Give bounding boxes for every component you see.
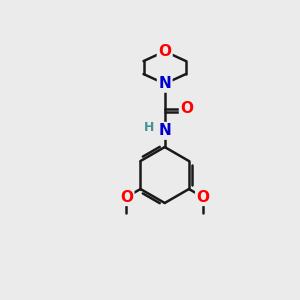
Text: H: H <box>144 122 154 134</box>
Text: O: O <box>196 190 209 205</box>
Text: O: O <box>158 44 171 59</box>
Text: O: O <box>180 101 193 116</box>
Text: O: O <box>120 190 133 205</box>
Text: N: N <box>158 76 171 91</box>
Text: N: N <box>158 123 171 138</box>
